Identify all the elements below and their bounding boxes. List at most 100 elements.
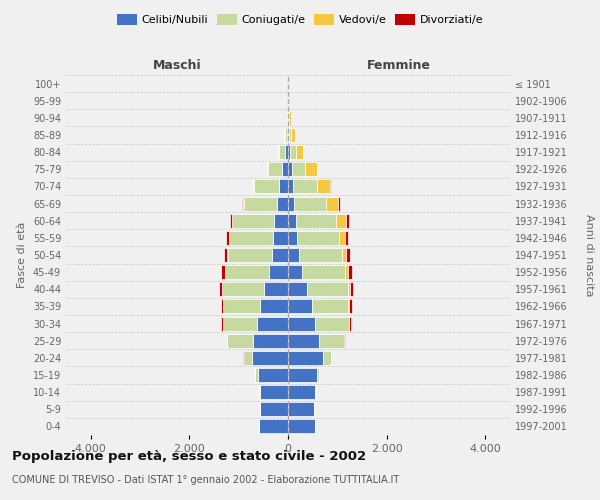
Bar (326, 196, 338, 210)
Bar (230, 214, 232, 228)
Bar (259, 385, 260, 399)
Bar (288, 300, 311, 314)
Bar (288, 282, 307, 296)
Bar (267, 162, 268, 176)
Bar (221, 316, 223, 330)
Text: Popolazione per età, sesso e stato civile - 2002: Popolazione per età, sesso e stato civil… (12, 450, 366, 463)
Bar (296, 214, 337, 228)
Bar (243, 196, 244, 210)
Text: Maschi: Maschi (152, 58, 202, 71)
Bar (257, 316, 288, 330)
Bar (253, 351, 288, 365)
Bar (224, 248, 227, 262)
Bar (223, 282, 265, 296)
Bar (288, 265, 302, 279)
Bar (314, 385, 316, 399)
Bar (285, 145, 288, 159)
Bar (289, 128, 291, 142)
Bar (279, 180, 288, 194)
Text: Femmine: Femmine (367, 58, 431, 71)
Bar (345, 231, 348, 245)
Bar (293, 180, 317, 194)
Bar (292, 162, 305, 176)
Bar (272, 248, 288, 262)
Bar (221, 265, 224, 279)
Bar (253, 334, 288, 347)
Bar (288, 351, 323, 365)
Bar (288, 368, 317, 382)
Bar (315, 316, 349, 330)
Bar (273, 231, 288, 245)
Bar (317, 368, 319, 382)
Bar (338, 196, 340, 210)
Bar (288, 385, 314, 399)
Bar (226, 231, 229, 245)
Bar (319, 334, 344, 347)
Bar (287, 128, 288, 142)
Bar (344, 334, 345, 347)
Bar (242, 196, 243, 210)
Bar (265, 282, 288, 296)
Bar (284, 128, 287, 142)
Bar (311, 300, 348, 314)
Bar (317, 180, 331, 194)
Bar (350, 282, 353, 296)
Bar (288, 316, 315, 330)
Bar (294, 196, 326, 210)
Bar (288, 334, 319, 347)
Bar (299, 248, 342, 262)
Y-axis label: Anni di nascita: Anni di nascita (584, 214, 595, 296)
Bar (305, 162, 317, 176)
Bar (253, 180, 254, 194)
Bar (337, 214, 346, 228)
Bar (346, 248, 350, 262)
Bar (348, 282, 350, 296)
Bar (232, 214, 274, 228)
Bar (349, 316, 351, 330)
Bar (268, 162, 281, 176)
Bar (291, 128, 295, 142)
Bar (229, 231, 273, 245)
Bar (346, 214, 349, 228)
Bar (289, 111, 290, 125)
Y-axis label: Fasce di età: Fasce di età (17, 222, 27, 288)
Bar (288, 180, 293, 194)
Bar (244, 196, 277, 210)
Bar (288, 248, 299, 262)
Bar (297, 231, 340, 245)
Bar (307, 282, 348, 296)
Bar (269, 265, 288, 279)
Bar (347, 265, 352, 279)
Bar (288, 420, 314, 434)
Bar (281, 162, 288, 176)
Bar (296, 145, 303, 159)
Bar (277, 196, 288, 210)
Bar (227, 334, 253, 347)
Bar (288, 162, 292, 176)
Bar (274, 214, 288, 228)
Bar (219, 282, 222, 296)
Bar (260, 402, 288, 416)
Bar (279, 145, 285, 159)
Bar (290, 145, 296, 159)
Bar (244, 351, 253, 365)
Bar (342, 248, 346, 262)
Bar (259, 420, 288, 434)
Bar (288, 214, 296, 228)
Bar (349, 300, 352, 314)
Bar (223, 316, 257, 330)
Bar (278, 145, 279, 159)
Legend: Celibi/Nubili, Coniugati/e, Vedovi/e, Divorziati/e: Celibi/Nubili, Coniugati/e, Vedovi/e, Di… (113, 10, 487, 29)
Bar (221, 300, 223, 314)
Bar (348, 300, 349, 314)
Bar (228, 248, 272, 262)
Bar (288, 128, 289, 142)
Bar (345, 265, 347, 279)
Bar (288, 231, 297, 245)
Bar (225, 265, 269, 279)
Bar (323, 351, 331, 365)
Bar (259, 368, 288, 382)
Bar (254, 180, 279, 194)
Bar (223, 300, 260, 314)
Bar (288, 402, 314, 416)
